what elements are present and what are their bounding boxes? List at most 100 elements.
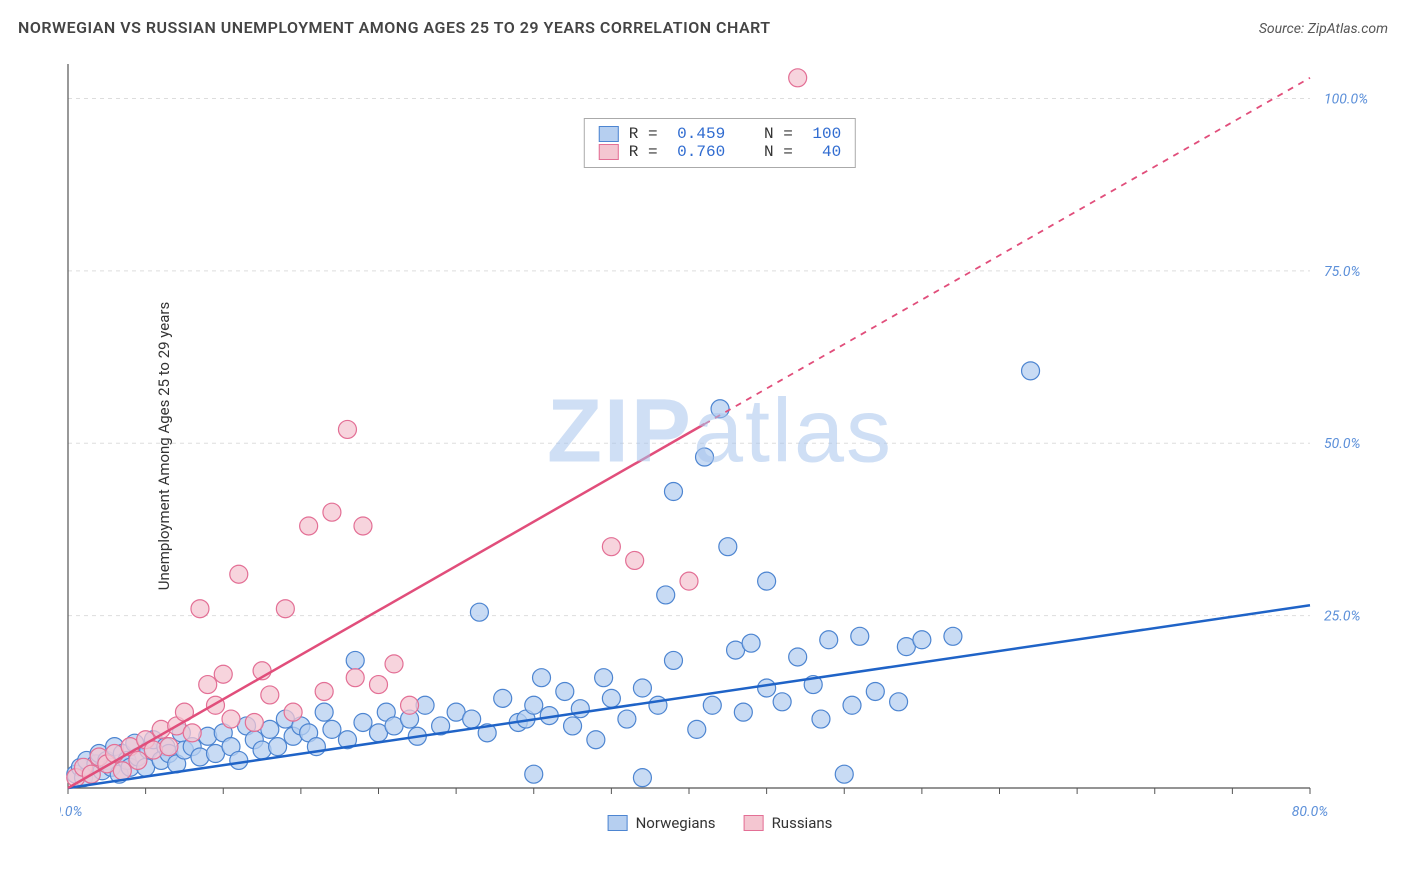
data-point [789, 648, 807, 666]
data-point [626, 551, 644, 569]
data-point [680, 572, 698, 590]
series-legend-label: Norwegians [636, 814, 716, 832]
y-tick-label: 100.0% [1324, 91, 1368, 107]
data-point [160, 738, 178, 756]
data-point [758, 572, 776, 590]
data-point [276, 600, 294, 618]
data-point [742, 634, 760, 652]
series-legend: Norwegians Russians [608, 814, 833, 832]
data-point [199, 676, 217, 694]
data-point [323, 720, 341, 738]
data-point [129, 751, 147, 769]
data-point [315, 682, 333, 700]
x-tick-label: 0.0% [60, 804, 82, 820]
data-point [633, 769, 651, 787]
data-point [245, 713, 263, 731]
data-point [719, 538, 737, 556]
data-point [199, 727, 217, 745]
legend-n-label: N = [735, 125, 802, 143]
scatter-chart-svg: 25.0% 50.0% 75.0% 100.0% 0.0% 80.0% [60, 58, 1380, 838]
data-point [820, 631, 838, 649]
correlation-legend: R = 0.459 N = 100R = 0.760 N = 40 [584, 118, 856, 168]
data-point [812, 710, 830, 728]
data-point [525, 696, 543, 714]
data-point [214, 665, 232, 683]
data-point [835, 765, 853, 783]
data-point [571, 700, 589, 718]
source-attribution: Source: ZipAtlas.com [1259, 21, 1388, 37]
legend-swatch [599, 126, 619, 142]
data-point [346, 651, 364, 669]
data-point [230, 751, 248, 769]
data-point [470, 603, 488, 621]
legend-n-value: 40 [812, 143, 841, 161]
data-point [191, 600, 209, 618]
source-prefix: Source: [1259, 21, 1308, 37]
trend-line [68, 605, 1310, 788]
data-point [664, 651, 682, 669]
y-tick-label: 25.0% [1324, 609, 1360, 625]
legend-row: R = 0.459 N = 100 [599, 125, 841, 143]
data-point [913, 631, 931, 649]
chart-title: NORWEGIAN VS RUSSIAN UNEMPLOYMENT AMONG … [18, 18, 771, 37]
data-point [602, 689, 620, 707]
data-point [758, 679, 776, 697]
source-name: ZipAtlas.com [1308, 21, 1388, 37]
data-point [633, 679, 651, 697]
data-point [323, 503, 341, 521]
data-point [866, 682, 884, 700]
data-point [587, 731, 605, 749]
legend-r-label: R = [629, 125, 667, 143]
data-point [533, 669, 551, 687]
data-point [890, 693, 908, 711]
data-point [657, 586, 675, 604]
data-point [649, 696, 667, 714]
data-point [688, 720, 706, 738]
data-point [222, 710, 240, 728]
data-point [703, 696, 721, 714]
data-point [696, 448, 714, 466]
data-point [843, 696, 861, 714]
data-point [338, 420, 356, 438]
chart-area: 25.0%50.0%75.0%100.0%0.0%80.0% ZIPatlas … [60, 58, 1380, 838]
data-point [401, 696, 419, 714]
legend-r-label: R = [629, 143, 667, 161]
data-point [664, 483, 682, 501]
data-point [346, 669, 364, 687]
legend-n-value: 100 [812, 125, 841, 143]
data-point [463, 710, 481, 728]
data-point [300, 517, 318, 535]
data-point [183, 724, 201, 742]
legend-swatch [744, 815, 764, 831]
data-point [370, 676, 388, 694]
data-point [191, 748, 209, 766]
data-point [494, 689, 512, 707]
legend-swatch [608, 815, 628, 831]
data-point [525, 765, 543, 783]
data-point [284, 703, 302, 721]
legend-n-label: N = [735, 143, 802, 161]
y-tick-label: 75.0% [1324, 264, 1360, 280]
data-point [773, 693, 791, 711]
legend-r-value: 0.760 [677, 143, 725, 161]
data-point [595, 669, 613, 687]
data-point [556, 682, 574, 700]
data-point [1022, 362, 1040, 380]
x-tick-label: 80.0% [1292, 804, 1328, 820]
legend-r-value: 0.459 [677, 125, 725, 143]
series-legend-item: Russians [744, 814, 833, 832]
data-point [354, 517, 372, 535]
data-point [851, 627, 869, 645]
data-point [113, 762, 131, 780]
data-point [789, 69, 807, 87]
data-point [944, 627, 962, 645]
data-point [385, 655, 403, 673]
legend-swatch [599, 144, 619, 160]
y-tick-label: 50.0% [1324, 436, 1360, 452]
series-legend-item: Norwegians [608, 814, 716, 832]
data-point [269, 738, 287, 756]
data-point [602, 538, 620, 556]
data-point [618, 710, 636, 728]
data-point [354, 713, 372, 731]
data-point [734, 703, 752, 721]
